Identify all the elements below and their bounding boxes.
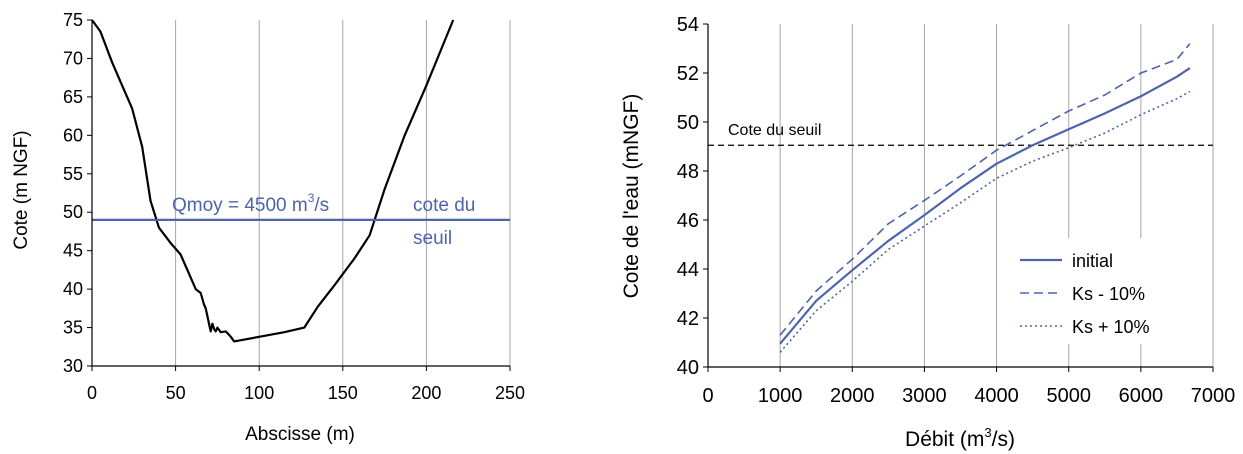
annotation-qmoy-sup: 3 (308, 191, 315, 205)
x-axis-label: Débit (m3/s) (905, 425, 1015, 451)
x-tick-label: 7000 (1191, 385, 1236, 407)
y-axis-label: Cote de l'eau (mNGF) (620, 94, 643, 299)
x-tick-label: 150 (328, 383, 358, 403)
x-tick-label: 1000 (758, 385, 803, 407)
x-tick-label: 0 (702, 385, 713, 407)
annotation-cote-du: cote du (413, 195, 475, 216)
annotation-qmoy-suffix: /s (314, 195, 329, 216)
axes (87, 19, 511, 371)
y-tick-label: 54 (677, 14, 699, 36)
y-tick-label: 50 (677, 112, 699, 134)
legend-box (1010, 238, 1180, 344)
series-line-2 (779, 90, 1191, 353)
y-tick-label: 35 (63, 318, 83, 338)
x-axis-label: Abscisse (m) (245, 424, 355, 445)
grid (175, 20, 511, 366)
tick-labels: 0 50 100 150 200 250 30 35 40 45 50 55 60 65 70 75 (63, 10, 525, 403)
y-tick-label: 65 (63, 87, 83, 107)
tick-labels: 0 1000 2000 3000 4000 5000 6000 7000 40 42 44 46 48 5… (677, 14, 1236, 407)
annotation-cote-du-seuil: Cote du seuil (728, 122, 821, 139)
chart-cross-section: 0 50 100 150 200 250 30 35 40 45 50 55 60 65 70 75 Absc… (11, 10, 525, 445)
series (779, 43, 1191, 353)
y-tick-label: 48 (677, 161, 699, 183)
y-tick-label: 40 (677, 357, 699, 379)
y-tick-label: 40 (63, 279, 83, 299)
x-tick-label: 4000 (974, 385, 1019, 407)
y-tick-label: 42 (677, 308, 699, 330)
y-tick-label: 45 (63, 241, 83, 261)
legend: initial Ks - 10% Ks + 10% (1010, 238, 1180, 344)
series-line-1 (779, 43, 1191, 336)
x-tick-label: 200 (411, 383, 441, 403)
x-tick-label: 50 (166, 383, 186, 403)
x-tick-label: 2000 (830, 385, 875, 407)
x-tick-label: 100 (244, 383, 274, 403)
series-line-terrain (91, 19, 455, 343)
annotation-qmoy-text: Qmoy = 4500 m (172, 195, 308, 216)
x-tick-label: 3000 (902, 385, 947, 407)
axes (703, 23, 1214, 372)
x-axis-label-text: Débit (m (905, 428, 984, 451)
legend-label: Ks - 10% (1072, 284, 1145, 304)
y-axis-label: Cote (m NGF) (11, 130, 32, 249)
y-tick-label: 60 (63, 125, 83, 145)
legend-label: Ks + 10% (1072, 317, 1150, 337)
y-tick-label: 75 (63, 10, 83, 30)
y-tick-label: 70 (63, 48, 83, 68)
annotation-seuil: seuil (413, 228, 452, 249)
y-tick-label: 46 (677, 210, 699, 232)
y-tick-label: 52 (677, 63, 699, 85)
y-tick-label: 55 (63, 164, 83, 184)
x-axis-label-sup: 3 (984, 425, 991, 440)
y-tick-label: 44 (677, 259, 699, 281)
x-axis-label-suffix: /s) (992, 428, 1015, 451)
legend-label: initial (1072, 251, 1113, 271)
series-line-0 (779, 67, 1191, 345)
series (91, 19, 510, 343)
y-tick-label: 30 (63, 356, 83, 376)
x-tick-label: 0 (87, 383, 97, 403)
x-tick-label: 5000 (1046, 385, 1091, 407)
chart-rating-curve: 0 1000 2000 3000 4000 5000 6000 7000 40 42 44 46 48 5… (620, 14, 1235, 451)
x-tick-label: 250 (495, 383, 525, 403)
x-tick-label: 6000 (1119, 385, 1164, 407)
y-tick-label: 50 (63, 202, 83, 222)
annotation-qmoy: Qmoy = 4500 m3/s (172, 191, 329, 216)
